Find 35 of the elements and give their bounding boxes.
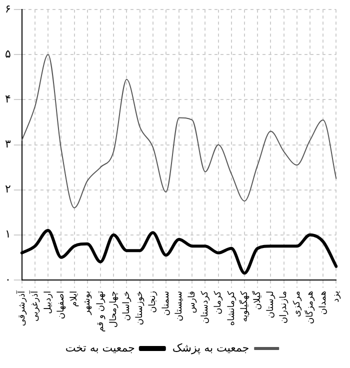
x-tick-label: اردبیل	[43, 290, 54, 314]
line-series	[21, 54, 337, 208]
x-tick-label: چهارمحال	[108, 290, 119, 328]
x-tick-label: خراسان	[122, 290, 132, 321]
x-tick-label: ایلام	[70, 290, 80, 307]
x-tick-label: لرستان	[266, 290, 276, 318]
x-tick-label: اصفهان	[56, 290, 67, 320]
x-tick-label: تهران و قم	[96, 290, 106, 332]
y-tick-label: ۳	[4, 138, 11, 151]
x-tick-label: هرمزگان	[303, 290, 316, 324]
x-tick-label: مرکزی	[292, 290, 302, 318]
y-tick-label: ۶	[4, 2, 11, 16]
x-tick-label: زنجان	[148, 290, 158, 313]
x-tick-label: کرمان	[214, 290, 224, 314]
x-tick-label: کرمانشاه	[226, 290, 237, 326]
x-tick-label: گیلان	[250, 290, 263, 310]
x-tick-label: فارس	[187, 290, 198, 314]
x-tick-label: سیستان	[174, 290, 184, 322]
x-tick-label: سمنان	[161, 290, 172, 316]
x-tick-label: مازندران	[279, 290, 290, 324]
x-tick-label: کهگیلویه	[238, 290, 250, 322]
y-tick-label: ۵	[4, 48, 11, 61]
x-tick-label: همدان	[318, 290, 328, 315]
y-tick-label: ۱	[4, 228, 11, 241]
x-tick-label: خوزستان	[135, 290, 146, 326]
x-tick-label: کردستان	[200, 290, 211, 324]
y-tick-label: ۲	[4, 182, 11, 196]
x-tick-label: بوشهر	[82, 290, 93, 316]
legend-label: جمعیت به پزشک	[172, 341, 250, 354]
y-tick-label: ۰	[4, 272, 11, 286]
x-tick-label: آذرشرقی	[15, 290, 28, 326]
x-tick-label: آذرغربی	[28, 290, 40, 322]
x-tick-label: یزد	[332, 290, 342, 302]
legend-label: جمعیت به تخت	[65, 341, 135, 354]
y-tick-label: ۴	[4, 92, 11, 106]
